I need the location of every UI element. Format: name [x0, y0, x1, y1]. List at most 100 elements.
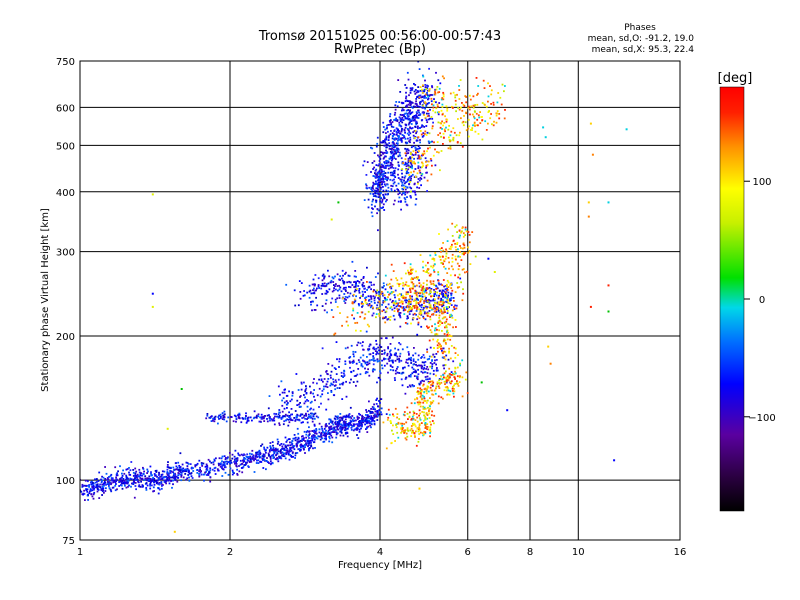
- data-point: [414, 130, 417, 132]
- data-point: [443, 389, 446, 392]
- data-point: [423, 414, 425, 417]
- data-point: [449, 140, 451, 143]
- data-point: [408, 134, 410, 136]
- data-point: [441, 312, 443, 315]
- data-point: [83, 493, 86, 495]
- data-point: [222, 461, 225, 463]
- data-point: [410, 177, 412, 180]
- data-point: [400, 428, 402, 430]
- data-point: [318, 387, 321, 390]
- data-point: [388, 123, 391, 126]
- data-point: [402, 102, 405, 104]
- data-point: [330, 281, 332, 284]
- data-point: [136, 476, 138, 479]
- data-point: [354, 322, 357, 324]
- data-point: [392, 203, 395, 206]
- data-point: [401, 137, 404, 139]
- data-point: [398, 285, 400, 288]
- data-point: [444, 291, 447, 294]
- data-point: [304, 396, 306, 399]
- data-point: [180, 469, 182, 472]
- data-point: [396, 139, 399, 142]
- data-point: [300, 405, 302, 408]
- data-point: [389, 319, 392, 321]
- data-point: [364, 372, 367, 375]
- data-point: [449, 376, 451, 379]
- data-point: [427, 406, 429, 409]
- data-point: [419, 113, 422, 116]
- data-point: [268, 414, 270, 416]
- data-point: [421, 135, 424, 138]
- data-point: [445, 318, 448, 321]
- data-point: [464, 228, 467, 231]
- data-point: [101, 479, 103, 482]
- data-point: [334, 421, 336, 424]
- data-point: [239, 463, 242, 466]
- data-point: [396, 105, 399, 108]
- data-point: [380, 173, 383, 175]
- data-point: [462, 251, 465, 254]
- data-point: [284, 436, 287, 439]
- data-point: [391, 171, 394, 174]
- data-point: [351, 425, 354, 428]
- data-point: [439, 320, 442, 323]
- data-point: [237, 454, 240, 456]
- data-point: [154, 480, 156, 483]
- data-point: [436, 382, 439, 385]
- data-point: [313, 309, 316, 311]
- data-point: [418, 111, 420, 114]
- data-point: [430, 291, 432, 293]
- data-point: [219, 465, 222, 468]
- data-point: [392, 138, 395, 140]
- data-point: [416, 333, 419, 336]
- data-point: [463, 115, 465, 117]
- data-point: [504, 85, 506, 87]
- data-point: [340, 430, 343, 432]
- data-point: [372, 346, 375, 349]
- data-point: [474, 255, 477, 258]
- data-point: [372, 295, 375, 298]
- data-point: [431, 420, 434, 422]
- data-point: [360, 302, 363, 305]
- data-point: [102, 476, 105, 479]
- data-point: [408, 174, 411, 176]
- data-point: [361, 344, 364, 347]
- data-point: [392, 304, 395, 307]
- data-point: [323, 277, 325, 280]
- data-point: [276, 415, 278, 418]
- data-point: [407, 303, 410, 305]
- data-point: [305, 387, 308, 390]
- data-point: [495, 114, 498, 117]
- data-point: [425, 412, 428, 415]
- data-point: [382, 121, 385, 124]
- data-point: [378, 344, 381, 347]
- data-point: [331, 422, 334, 424]
- data-point: [287, 452, 290, 455]
- data-point: [176, 480, 179, 483]
- data-point: [414, 147, 417, 149]
- data-point: [368, 400, 370, 403]
- data-point: [359, 342, 362, 345]
- data-point: [152, 490, 154, 493]
- data-point: [412, 300, 415, 302]
- data-point: [188, 469, 190, 472]
- data-point: [399, 132, 402, 135]
- data-point: [418, 409, 421, 412]
- data-point: [287, 438, 290, 441]
- data-point: [130, 461, 133, 463]
- data-point: [273, 417, 275, 420]
- data-point: [355, 419, 357, 422]
- data-point: [459, 251, 461, 253]
- data-point: [367, 417, 370, 420]
- data-point: [415, 121, 418, 123]
- data-point: [307, 444, 310, 446]
- data-point: [216, 468, 219, 471]
- data-point: [272, 455, 275, 458]
- data-point: [251, 419, 253, 422]
- data-point: [417, 182, 419, 185]
- data-point: [406, 104, 408, 107]
- data-point: [419, 304, 421, 307]
- data-point: [315, 296, 317, 299]
- data-point: [454, 291, 457, 293]
- data-point: [179, 452, 182, 455]
